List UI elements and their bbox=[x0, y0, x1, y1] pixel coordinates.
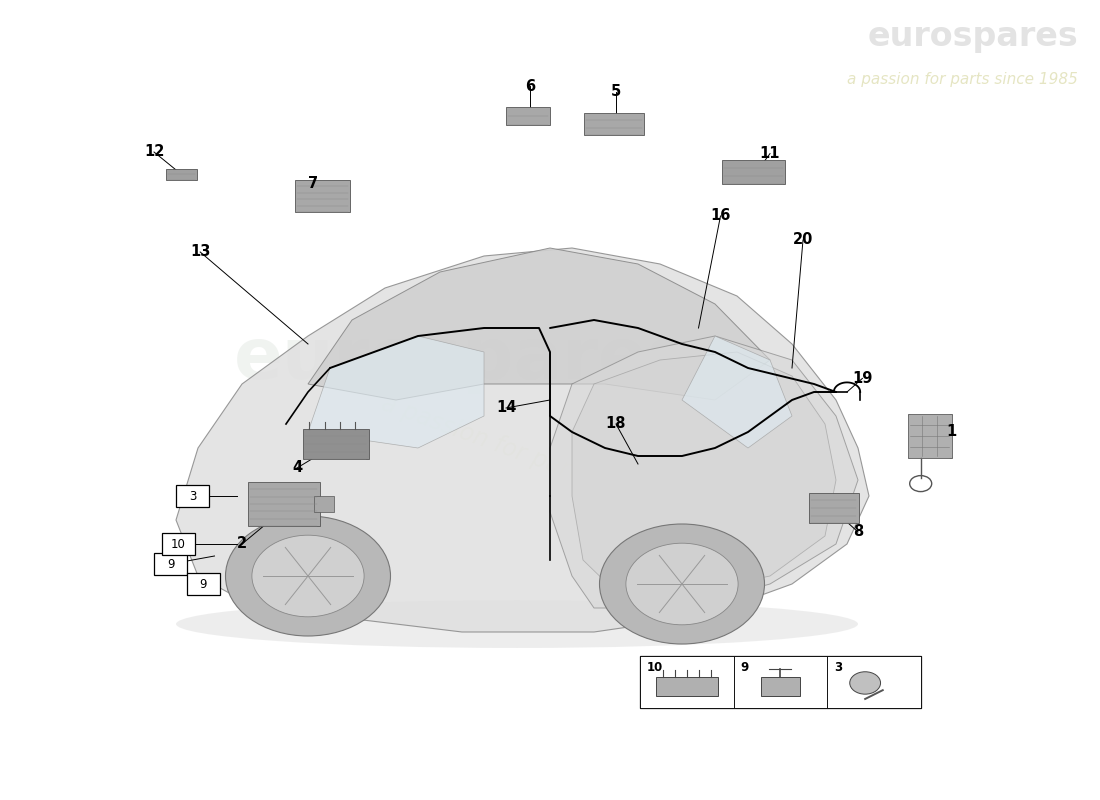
Circle shape bbox=[600, 524, 764, 644]
Bar bbox=[656, 677, 717, 696]
Text: eurospares: eurospares bbox=[233, 326, 691, 394]
FancyBboxPatch shape bbox=[154, 553, 187, 575]
Text: 2: 2 bbox=[236, 537, 248, 551]
Bar bbox=[295, 180, 350, 212]
Circle shape bbox=[626, 543, 738, 625]
Text: 14: 14 bbox=[496, 401, 516, 415]
FancyBboxPatch shape bbox=[176, 485, 209, 507]
Bar bbox=[315, 496, 334, 512]
Text: a passion for parts since 1985: a passion for parts since 1985 bbox=[847, 72, 1078, 87]
Polygon shape bbox=[308, 248, 770, 400]
Text: 9: 9 bbox=[167, 558, 174, 570]
Text: 7: 7 bbox=[308, 177, 319, 191]
Text: 12: 12 bbox=[144, 145, 164, 159]
Text: 9: 9 bbox=[740, 661, 748, 674]
Text: 13: 13 bbox=[190, 245, 210, 259]
Text: 9: 9 bbox=[200, 578, 207, 590]
Bar bbox=[302, 429, 368, 459]
Bar bbox=[584, 113, 645, 135]
Text: 16: 16 bbox=[711, 209, 730, 223]
Bar bbox=[640, 656, 921, 708]
Text: a passion for parts since 1985: a passion for parts since 1985 bbox=[378, 392, 722, 536]
Bar bbox=[722, 160, 785, 184]
Circle shape bbox=[849, 672, 881, 694]
Polygon shape bbox=[682, 336, 792, 448]
Polygon shape bbox=[550, 336, 858, 608]
Bar bbox=[908, 414, 952, 458]
Bar bbox=[827, 656, 921, 708]
Bar bbox=[760, 677, 800, 696]
Text: 4: 4 bbox=[292, 461, 302, 475]
Text: 3: 3 bbox=[834, 661, 842, 674]
Bar bbox=[506, 107, 550, 125]
Bar bbox=[249, 482, 319, 526]
Bar bbox=[640, 656, 734, 708]
Polygon shape bbox=[308, 336, 484, 448]
Text: 18: 18 bbox=[606, 417, 626, 431]
Polygon shape bbox=[176, 248, 869, 632]
Bar bbox=[734, 656, 827, 708]
Circle shape bbox=[226, 516, 390, 636]
Text: 1: 1 bbox=[946, 425, 957, 439]
Text: 5: 5 bbox=[610, 85, 621, 99]
FancyBboxPatch shape bbox=[162, 533, 195, 555]
Text: 6: 6 bbox=[525, 79, 536, 94]
Circle shape bbox=[252, 535, 364, 617]
Polygon shape bbox=[572, 352, 836, 592]
Text: 10: 10 bbox=[170, 538, 186, 550]
Bar bbox=[166, 169, 197, 180]
Ellipse shape bbox=[176, 600, 858, 648]
Text: 10: 10 bbox=[647, 661, 663, 674]
Text: 20: 20 bbox=[793, 233, 813, 247]
FancyBboxPatch shape bbox=[187, 573, 220, 595]
Text: 11: 11 bbox=[760, 146, 780, 161]
Text: 19: 19 bbox=[852, 371, 872, 386]
Text: 3: 3 bbox=[189, 490, 196, 502]
Bar bbox=[810, 493, 859, 523]
Text: eurospares: eurospares bbox=[867, 20, 1078, 53]
Text: 8: 8 bbox=[852, 525, 864, 539]
